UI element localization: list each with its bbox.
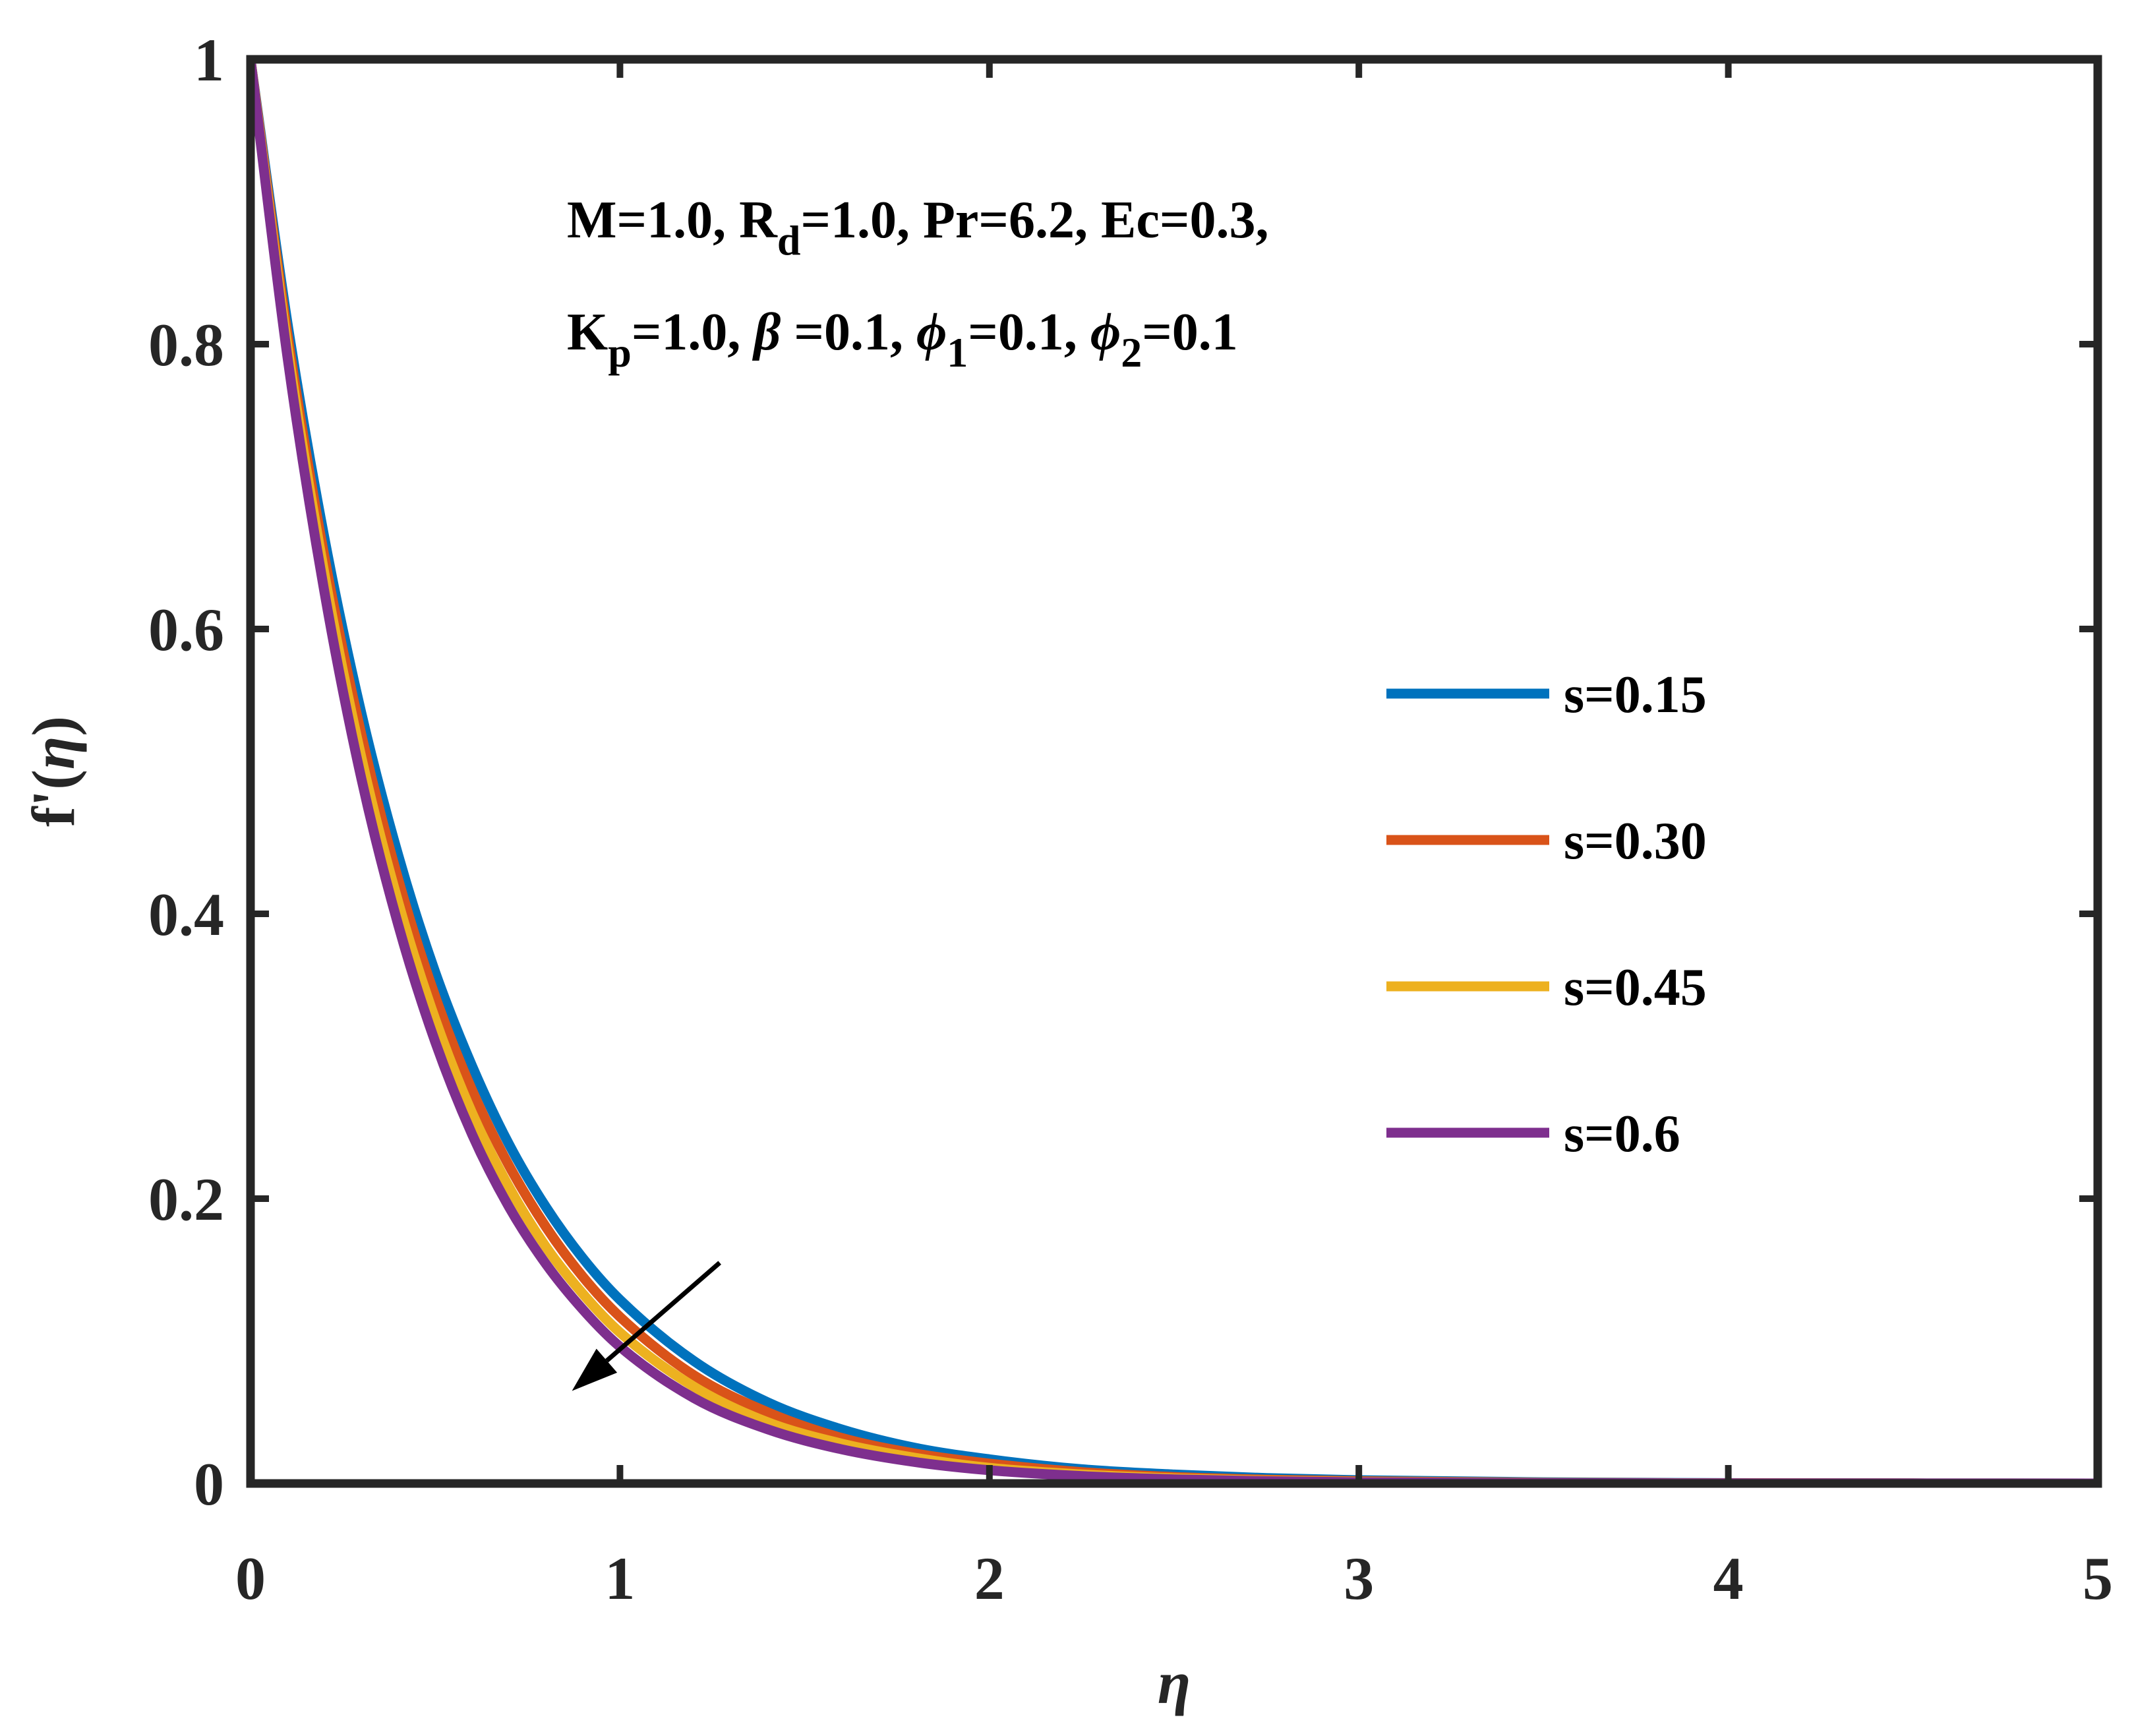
- legend-label-3: s=0.45: [1564, 959, 1707, 1017]
- legend-label-4: s=0.6: [1564, 1105, 1680, 1163]
- annotation-fragment: M=1.0, R: [567, 191, 778, 249]
- parameter-annotation-line-2: Kp=1.0, β =0.1, ϕ1=0.1, ϕ2=0.1: [567, 303, 1238, 376]
- series-line-4: [251, 59, 2098, 1483]
- annotation-fragment: 1: [947, 329, 968, 376]
- legend-label-1: s=0.15: [1564, 666, 1707, 724]
- trend-arrow: [572, 1261, 722, 1391]
- y-axis-label: f'(η): [20, 716, 87, 827]
- plot-frame: [246, 55, 2102, 1488]
- arrow-shaft: [605, 1261, 722, 1363]
- series-line-3: [251, 59, 2098, 1483]
- y-tick-label: 1: [194, 26, 224, 94]
- y-axis-label-var: η: [20, 736, 87, 770]
- x-tick-label: 1: [605, 1545, 635, 1612]
- series-line-1: [251, 59, 2098, 1483]
- legend: s=0.15 s=0.30 s=0.45 s=0.6: [1386, 666, 1707, 1163]
- series-layer: [251, 59, 2098, 1483]
- series-line-2: [251, 59, 2098, 1483]
- arrow-head: [572, 1348, 618, 1391]
- y-axis-label-suffix: ): [20, 716, 87, 736]
- x-axis-label: η: [1158, 1649, 1191, 1716]
- annotation-fragment: =0.1: [1142, 303, 1238, 361]
- y-tick-label: 0: [194, 1451, 224, 1518]
- parameter-annotation-line-1: M=1.0, Rd=1.0, Pr=6.2, Ec=0.3,: [567, 191, 1268, 264]
- annotation-fragment: d: [777, 217, 801, 264]
- annotation-fragment: =1.0, Pr=6.2, Ec=0.3,: [800, 191, 1268, 249]
- x-tick-label: 0: [235, 1545, 266, 1612]
- x-tick-label: 2: [974, 1545, 1005, 1612]
- annotation-fragment: K: [567, 303, 608, 361]
- legend-label-2: s=0.30: [1564, 812, 1707, 870]
- x-tick-label: 3: [1344, 1545, 1374, 1612]
- y-tick-label: 0.2: [148, 1166, 224, 1233]
- annotation-fragment: =1.0,: [632, 303, 754, 361]
- annotation-fragment: ϕ: [916, 303, 947, 361]
- annotation-fragment: ϕ: [1090, 303, 1121, 361]
- annotation-fragment: =0.1,: [781, 303, 916, 361]
- x-tick-label: 4: [1713, 1545, 1744, 1612]
- y-tick-label: 0.6: [148, 596, 224, 663]
- annotation-fragment: 2: [1121, 329, 1142, 376]
- ticks-layer: 0 1 2 3 4 5 0 0.2 0.4 0.6 0.8 1: [148, 26, 2113, 1612]
- y-axis-label-prefix: f'(: [20, 769, 87, 827]
- y-tick-label: 0.4: [148, 881, 224, 948]
- x-tick-label: 5: [2083, 1545, 2113, 1612]
- annotation-fragment: p: [608, 329, 632, 376]
- annotation-fragment: β: [752, 303, 781, 361]
- y-tick-label: 0.8: [148, 311, 224, 378]
- annotation-fragment: =0.1,: [968, 303, 1090, 361]
